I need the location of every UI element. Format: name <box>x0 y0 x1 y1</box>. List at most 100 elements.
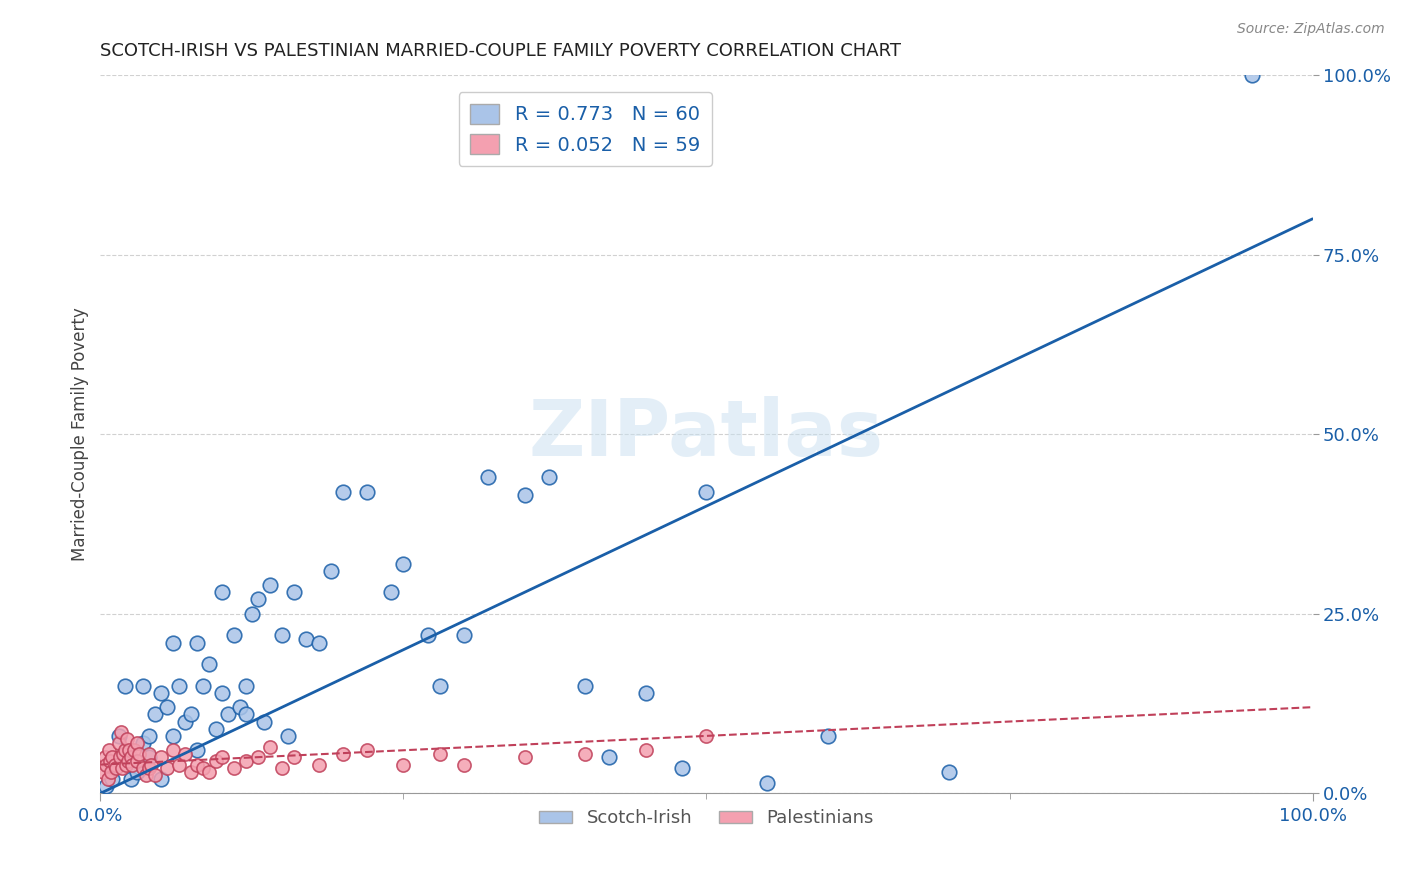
Point <box>634 686 657 700</box>
Point <box>271 628 294 642</box>
Point <box>671 761 693 775</box>
Point <box>392 757 415 772</box>
Point <box>193 679 215 693</box>
Point <box>332 484 354 499</box>
Point <box>125 754 148 768</box>
Point <box>138 729 160 743</box>
Point <box>756 775 779 789</box>
Point <box>277 729 299 743</box>
Point <box>174 747 197 761</box>
Point <box>186 743 208 757</box>
Point <box>108 750 131 764</box>
Point <box>162 743 184 757</box>
Point <box>100 764 122 779</box>
Point <box>114 679 136 693</box>
Point <box>453 628 475 642</box>
Point <box>204 754 226 768</box>
Point <box>211 585 233 599</box>
Point <box>235 679 257 693</box>
Point <box>112 747 135 761</box>
Point <box>283 750 305 764</box>
Point <box>118 743 141 757</box>
Point <box>167 679 190 693</box>
Point <box>634 743 657 757</box>
Point <box>96 779 118 793</box>
Point <box>174 714 197 729</box>
Point <box>217 707 239 722</box>
Point <box>91 764 114 779</box>
Point <box>101 772 124 786</box>
Point <box>513 750 536 764</box>
Point <box>98 754 121 768</box>
Point <box>114 743 136 757</box>
Point <box>246 750 269 764</box>
Point <box>695 729 717 743</box>
Point <box>453 757 475 772</box>
Point <box>120 750 142 764</box>
Point <box>513 488 536 502</box>
Point <box>429 679 451 693</box>
Point <box>259 578 281 592</box>
Point <box>477 470 499 484</box>
Point <box>416 628 439 642</box>
Point <box>429 747 451 761</box>
Point <box>222 628 245 642</box>
Point <box>356 484 378 499</box>
Point <box>574 679 596 693</box>
Point <box>222 761 245 775</box>
Point <box>180 707 202 722</box>
Point <box>380 585 402 599</box>
Point <box>229 700 252 714</box>
Point <box>392 557 415 571</box>
Point <box>817 729 839 743</box>
Point <box>295 632 318 646</box>
Point <box>235 754 257 768</box>
Point <box>156 761 179 775</box>
Point <box>186 635 208 649</box>
Point <box>598 750 620 764</box>
Point <box>143 768 166 782</box>
Point <box>135 768 157 782</box>
Point <box>938 764 960 779</box>
Point <box>574 747 596 761</box>
Point <box>332 747 354 761</box>
Point <box>115 732 138 747</box>
Point <box>319 564 342 578</box>
Point <box>141 757 163 772</box>
Point <box>101 750 124 764</box>
Point <box>138 747 160 761</box>
Legend: Scotch-Irish, Palestinians: Scotch-Irish, Palestinians <box>533 802 880 835</box>
Point <box>246 592 269 607</box>
Point <box>149 750 172 764</box>
Point <box>107 736 129 750</box>
Text: SCOTCH-IRISH VS PALESTINIAN MARRIED-COUPLE FAMILY POVERTY CORRELATION CHART: SCOTCH-IRISH VS PALESTINIAN MARRIED-COUP… <box>100 42 901 60</box>
Y-axis label: Married-Couple Family Poverty: Married-Couple Family Poverty <box>72 308 89 561</box>
Point <box>695 484 717 499</box>
Point <box>117 754 139 768</box>
Point <box>162 635 184 649</box>
Point <box>235 707 257 722</box>
Point <box>204 722 226 736</box>
Point <box>114 757 136 772</box>
Point <box>162 729 184 743</box>
Point <box>107 729 129 743</box>
Point <box>143 707 166 722</box>
Point <box>271 761 294 775</box>
Point <box>132 736 155 750</box>
Point <box>125 736 148 750</box>
Point <box>180 764 202 779</box>
Point <box>259 739 281 754</box>
Point <box>156 700 179 714</box>
Point <box>198 657 221 671</box>
Point <box>132 679 155 693</box>
Point <box>94 750 117 764</box>
Point <box>308 757 330 772</box>
Text: Source: ZipAtlas.com: Source: ZipAtlas.com <box>1237 22 1385 37</box>
Point <box>149 772 172 786</box>
Point <box>186 757 208 772</box>
Point <box>253 714 276 729</box>
Point <box>120 772 142 786</box>
Point <box>128 747 150 761</box>
Point <box>138 761 160 775</box>
Point <box>167 757 190 772</box>
